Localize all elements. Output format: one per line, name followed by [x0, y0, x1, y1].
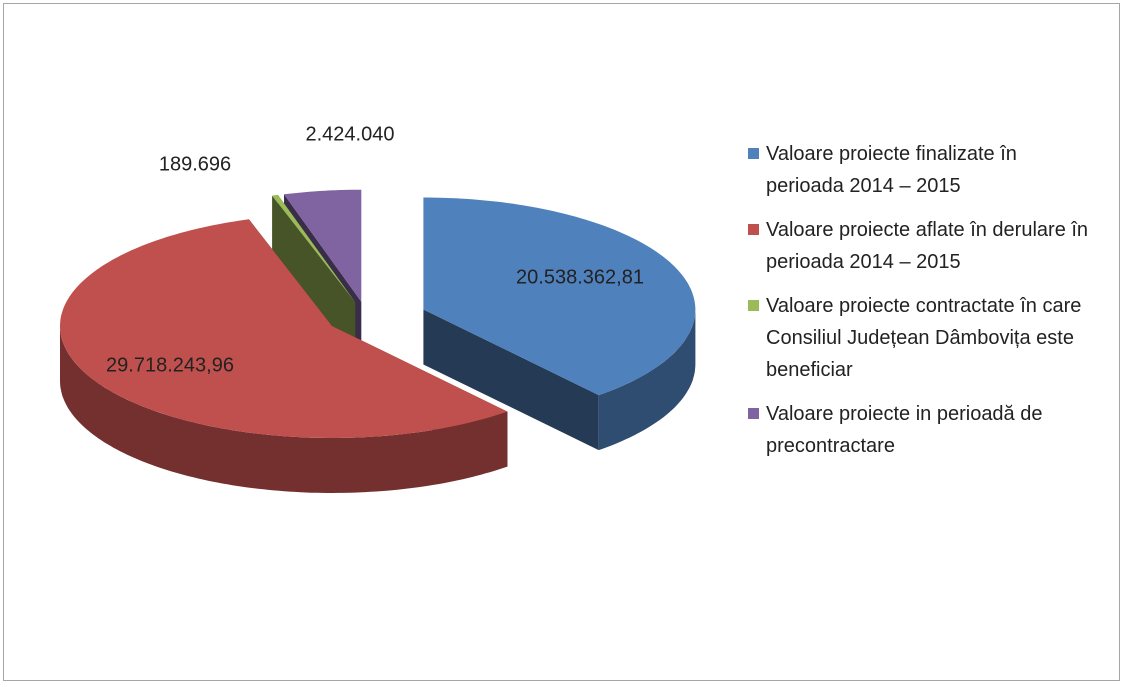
legend-label: Valoare proiecte finalizate în perioada … — [766, 143, 1017, 197]
slice-side — [277, 194, 356, 358]
legend-item: Valoare proiecte aflate în derulare în p… — [748, 214, 1098, 278]
data-label: 29.718.243,96 — [106, 354, 234, 376]
legend-item: Valoare proiecte finalizate în perioada … — [748, 138, 1098, 202]
legend-swatch — [748, 224, 759, 235]
legend-swatch — [748, 408, 759, 419]
frame — [3, 3, 1120, 681]
legend-item: Valoare proiecte in perioadă de precontr… — [748, 398, 1098, 462]
legend-swatch — [748, 148, 759, 159]
data-label: 2.424.040 — [306, 123, 395, 145]
slice-wall — [598, 309, 696, 451]
slice-side — [423, 309, 599, 451]
legend-label: Valoare proiecte contractate în care Con… — [766, 295, 1082, 381]
legend-item: Valoare proiecte contractate în care Con… — [748, 290, 1098, 386]
slice — [272, 194, 356, 303]
legend-label: Valoare proiecte aflate în derulare în p… — [766, 219, 1089, 273]
data-label: 20.538.362,81 — [516, 266, 644, 288]
legend-label: Valoare proiecte in perioadă de precontr… — [766, 403, 1043, 457]
slice — [60, 219, 508, 438]
legend-swatch — [748, 300, 759, 311]
legend: Valoare proiecte finalizate în perioada … — [748, 138, 1098, 474]
slice — [423, 197, 696, 396]
slice-wall — [60, 326, 508, 493]
data-label: 189.696 — [159, 153, 231, 175]
slice — [284, 189, 362, 302]
